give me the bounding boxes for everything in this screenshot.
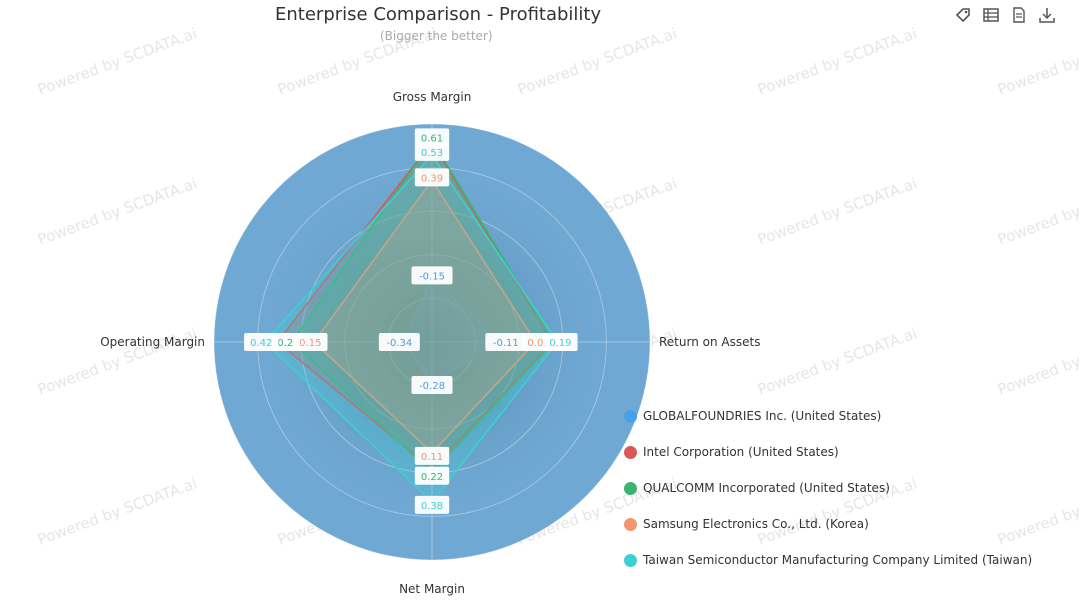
radar-ring: [213, 123, 651, 561]
indicator-label-1: Return on Assets: [659, 335, 760, 349]
legend-item-1[interactable]: Intel Corporation (United States): [624, 434, 1032, 470]
legend-marker-icon: [624, 517, 637, 531]
tag-icon[interactable]: [954, 6, 972, 24]
data-label-4-3: 0.42: [244, 333, 279, 351]
svg-text:-0.34: -0.34: [386, 338, 412, 349]
watermark: Powered by SCDATA.ai: [755, 174, 919, 248]
svg-text:0.19: 0.19: [549, 338, 571, 349]
radar-background-shade: [253, 163, 611, 521]
watermark: Powered by SCDATA.ai: [995, 24, 1080, 98]
watermark: Powered by SCDATA.ai: [995, 324, 1080, 398]
data-label-0-0: -0.15: [411, 266, 453, 285]
legend-item-3[interactable]: Samsung Electronics Co., Ltd. (Korea): [624, 506, 1032, 542]
legend-marker-icon: [624, 481, 637, 495]
data-label-4-0: 0.53: [414, 142, 450, 161]
indicator-label-0: Gross Margin: [393, 90, 472, 104]
legend-label: GLOBALFOUNDRIES Inc. (United States): [643, 409, 882, 423]
legend-item-4[interactable]: Taiwan Semiconductor Manufacturing Compa…: [624, 542, 1032, 578]
legend-marker-icon: [624, 445, 637, 459]
watermark: Powered by SCDATA.ai: [35, 174, 199, 248]
legend-label: Samsung Electronics Co., Ltd. (Korea): [643, 517, 869, 531]
data-label-0-1: -0.11: [485, 333, 527, 351]
data-label-2-0: 0.61: [414, 128, 450, 147]
data-view-icon[interactable]: [982, 6, 1000, 24]
legend-label: QUALCOMM Incorporated (United States): [643, 481, 890, 495]
data-label-3-0: 0.39: [414, 168, 450, 187]
data-label-4-1: 0.19: [543, 333, 578, 351]
watermark: Powered by SCDATA.ai: [35, 24, 199, 98]
chart-legend: GLOBALFOUNDRIES Inc. (United States) Inte…: [624, 398, 1032, 578]
svg-text:-0.28: -0.28: [419, 381, 445, 392]
svg-text:-0.11: -0.11: [493, 338, 519, 349]
svg-text:0.07: 0.07: [527, 338, 549, 349]
svg-text:0.15: 0.15: [299, 338, 321, 349]
svg-text:0.22: 0.22: [421, 472, 443, 483]
chart-title: Enterprise Comparison - Profitability: [275, 4, 602, 25]
legend-marker-icon: [624, 409, 637, 423]
indicator-label-3: Operating Margin: [100, 335, 205, 349]
data-label-3-3: 0.15: [293, 333, 328, 351]
document-icon[interactable]: [1010, 6, 1028, 24]
svg-text:0.38: 0.38: [421, 501, 443, 512]
svg-text:0.27: 0.27: [277, 338, 299, 349]
download-icon[interactable]: [1038, 6, 1056, 24]
legend-label: Taiwan Semiconductor Manufacturing Compa…: [643, 553, 1033, 567]
chart-toolbar: [954, 6, 1056, 24]
watermark: Powered by SCDATA.ai: [755, 324, 919, 398]
legend-item-2[interactable]: QUALCOMM Incorporated (United States): [624, 470, 1032, 506]
watermark: Powered by SCDATA.ai: [755, 24, 919, 98]
watermark: Powered by SCDATA.ai: [35, 474, 199, 548]
svg-text:0.39: 0.39: [421, 173, 443, 184]
watermark: Powered by SCDATA.ai: [995, 174, 1080, 248]
svg-text:0.53: 0.53: [421, 148, 443, 159]
legend-marker-icon: [624, 553, 637, 567]
data-label-2-2: 0.22: [414, 466, 450, 485]
svg-text:-0.15: -0.15: [419, 271, 445, 282]
chart-subtitle: (Bigger the better): [380, 29, 493, 43]
legend-label: Intel Corporation (United States): [643, 445, 839, 459]
indicator-label-2: Net Margin: [399, 582, 465, 596]
watermark: Powered by SCDATA.ai: [515, 24, 679, 98]
data-label-0-3: -0.34: [378, 333, 420, 351]
data-label-4-2: 0.38: [414, 495, 450, 514]
svg-text:0.11: 0.11: [421, 452, 443, 463]
svg-text:0.61: 0.61: [421, 133, 443, 144]
data-label-0-2: -0.28: [411, 375, 453, 394]
data-label-3-2: 0.11: [414, 446, 450, 465]
legend-item-0[interactable]: GLOBALFOUNDRIES Inc. (United States): [624, 398, 1032, 434]
svg-text:0.42: 0.42: [250, 338, 272, 349]
